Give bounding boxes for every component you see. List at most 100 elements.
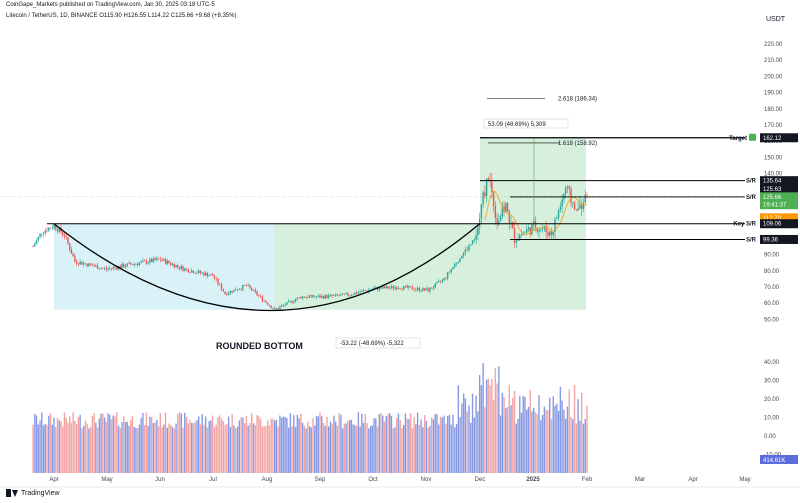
volume-bar bbox=[413, 417, 415, 473]
candle-body bbox=[382, 286, 384, 289]
volume-bar bbox=[70, 422, 73, 473]
volume-bar bbox=[543, 406, 546, 473]
volume-bar bbox=[326, 416, 328, 473]
candle-body bbox=[508, 211, 510, 223]
candle-body bbox=[91, 264, 94, 266]
candle-body bbox=[145, 260, 148, 264]
y-tick-label: 200.00 bbox=[764, 74, 783, 80]
candle-body bbox=[575, 209, 578, 211]
candle-body bbox=[526, 229, 528, 233]
candle-body bbox=[238, 289, 240, 290]
candle-body bbox=[220, 284, 223, 290]
volume-bar bbox=[554, 405, 556, 473]
volume-tick-label: 10.00 bbox=[764, 416, 780, 422]
volume-bar bbox=[529, 389, 531, 473]
volume-bar bbox=[273, 420, 276, 473]
volume-bar bbox=[261, 426, 264, 473]
candle-body bbox=[170, 263, 172, 265]
volume-bar bbox=[408, 418, 410, 473]
candle-body bbox=[445, 277, 447, 279]
candle-body bbox=[579, 204, 581, 209]
volume-bar bbox=[185, 416, 188, 473]
volume-bar bbox=[229, 427, 232, 473]
volume-tick-label: 20.00 bbox=[764, 397, 780, 403]
volume-bar bbox=[355, 425, 358, 473]
candle-body bbox=[434, 283, 436, 288]
volume-bar bbox=[51, 424, 53, 473]
price-badge bbox=[760, 200, 798, 210]
candle-body bbox=[58, 227, 60, 232]
volume-bar bbox=[37, 424, 40, 473]
candle-body bbox=[422, 288, 424, 291]
candle-body bbox=[425, 288, 428, 291]
candle-body bbox=[128, 262, 130, 264]
candle-body bbox=[75, 261, 78, 264]
volume-bar bbox=[361, 413, 363, 473]
tradingview-logo-icon bbox=[6, 489, 18, 497]
candle-body bbox=[110, 268, 113, 269]
candle-body bbox=[473, 239, 476, 241]
volume-bar bbox=[39, 420, 41, 473]
volume-bar bbox=[123, 416, 125, 473]
candle-body bbox=[471, 240, 474, 245]
candle-body bbox=[322, 296, 325, 299]
volume-bar bbox=[293, 415, 295, 473]
candle-body bbox=[215, 278, 217, 280]
candle-body bbox=[265, 300, 267, 303]
volume-bar bbox=[312, 417, 314, 473]
level-name-label: S/R bbox=[746, 237, 757, 243]
candle-body bbox=[44, 230, 46, 234]
volume-bar bbox=[235, 428, 237, 473]
volume-bar bbox=[75, 424, 78, 473]
volume-bar bbox=[109, 414, 111, 473]
candle-body bbox=[192, 270, 195, 274]
volume-bar bbox=[382, 415, 384, 473]
volume-bar bbox=[300, 413, 302, 473]
volume-bar bbox=[496, 383, 498, 473]
volume-bar bbox=[245, 415, 248, 473]
volume-bar bbox=[103, 417, 106, 473]
candle-body bbox=[77, 263, 80, 265]
volume-bar bbox=[249, 422, 251, 473]
candle-body bbox=[67, 237, 69, 244]
volume-bar bbox=[499, 415, 502, 473]
volume-bar bbox=[296, 415, 299, 473]
volume-bar bbox=[570, 417, 572, 473]
volume-bar bbox=[213, 427, 216, 473]
candle-body bbox=[114, 267, 116, 268]
candle-body bbox=[540, 229, 542, 231]
candle-body bbox=[142, 260, 144, 262]
candle-body bbox=[166, 260, 169, 264]
candle-body bbox=[159, 259, 162, 261]
volume-bar bbox=[425, 420, 428, 473]
candle-body bbox=[171, 263, 174, 265]
x-tick-label: Sep bbox=[315, 477, 326, 483]
candle-body bbox=[201, 272, 203, 274]
volume-bar bbox=[439, 416, 442, 473]
candle-body bbox=[336, 294, 339, 296]
volume-bar bbox=[564, 418, 567, 473]
candle-body bbox=[496, 218, 498, 225]
candle-body bbox=[86, 263, 88, 267]
candle-body bbox=[362, 290, 365, 292]
candle-body bbox=[416, 287, 419, 290]
candle-body bbox=[436, 282, 438, 284]
volume-bar bbox=[226, 424, 228, 473]
candle-body bbox=[259, 295, 262, 297]
volume-bar bbox=[194, 421, 196, 473]
candle-body bbox=[329, 294, 332, 296]
volume-bar bbox=[510, 405, 512, 473]
candle-body bbox=[107, 268, 109, 270]
x-tick-label: Dec bbox=[475, 477, 486, 483]
volume-bar bbox=[423, 415, 426, 473]
volume-bar bbox=[436, 414, 438, 473]
candle-body bbox=[334, 294, 337, 296]
volume-bar bbox=[331, 423, 333, 473]
candle-body bbox=[93, 265, 95, 267]
candle-body bbox=[324, 295, 326, 299]
volume-bar bbox=[538, 395, 540, 473]
candle-body bbox=[136, 263, 139, 266]
volume-bar bbox=[586, 405, 588, 473]
candle-body bbox=[98, 268, 101, 270]
